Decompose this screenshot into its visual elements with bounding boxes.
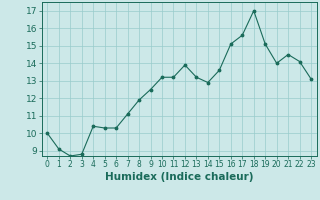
X-axis label: Humidex (Indice chaleur): Humidex (Indice chaleur) xyxy=(105,172,253,182)
